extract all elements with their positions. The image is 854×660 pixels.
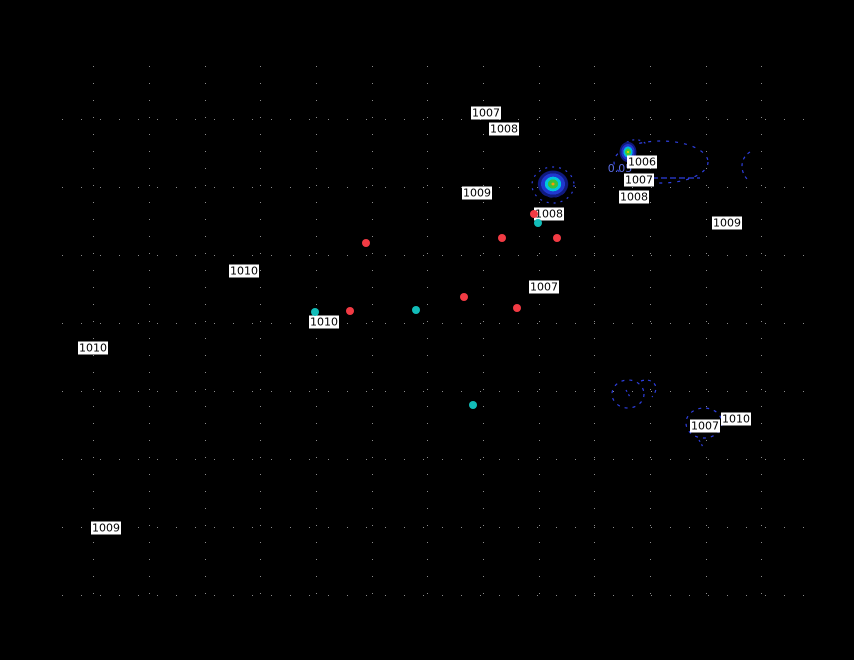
scatter-point-cyan-markers <box>469 401 477 409</box>
isobar-label-1010: 1010 <box>229 264 259 278</box>
grid-line-vertical <box>761 66 762 596</box>
contour-fragment <box>531 166 575 204</box>
scatter-point-red-markers <box>513 304 521 312</box>
grid-line-vertical <box>706 66 707 596</box>
grid-line-horizontal <box>62 459 816 460</box>
contour-fragment <box>640 379 657 398</box>
isobar-label-1008: 1008 <box>489 122 519 136</box>
grid-line-horizontal <box>62 187 816 188</box>
isobar-label-1007: 1007 <box>624 173 654 187</box>
scatter-point-red-markers <box>346 307 354 315</box>
grid-line-horizontal <box>62 391 816 392</box>
blue-contour-value-label: 0.05 <box>607 162 633 175</box>
grid-line-horizontal <box>62 527 816 528</box>
contour-fragment <box>741 151 751 182</box>
grid-line-horizontal <box>62 255 816 256</box>
grid-line-vertical <box>316 66 317 596</box>
grid-line-vertical <box>93 66 94 596</box>
isobar-label-1007: 1007 <box>690 419 720 433</box>
grid-line-vertical <box>205 66 206 596</box>
isobar-label-1010: 1010 <box>309 315 339 329</box>
isobar-label-1009: 1009 <box>462 186 492 200</box>
scatter-point-red-markers <box>498 234 506 242</box>
isobar-label-1007: 1007 <box>529 280 559 294</box>
isobar-label-1009: 1009 <box>712 216 742 230</box>
grid-line-vertical <box>427 66 428 596</box>
grid-line-vertical <box>260 66 261 596</box>
scatter-point-red-markers <box>460 293 468 301</box>
scatter-point-red-markers <box>362 239 370 247</box>
isobar-label-1010: 1010 <box>78 341 108 355</box>
scatter-point-red-markers <box>530 210 538 218</box>
grid-line-vertical <box>483 66 484 596</box>
scatter-point-red-markers <box>553 234 561 242</box>
contour-fragment <box>621 139 647 147</box>
grid-line-vertical <box>539 66 540 596</box>
isobar-label-1008: 1008 <box>619 190 649 204</box>
isobar-label-1008: 1008 <box>534 207 564 221</box>
scatter-point-cyan-markers <box>311 308 319 316</box>
grid-line-horizontal <box>62 595 816 596</box>
scatter-point-cyan-markers <box>412 306 420 314</box>
contour-fragment <box>625 389 631 398</box>
contour-fragment <box>698 439 704 448</box>
grid-line-vertical <box>372 66 373 596</box>
isobar-label-1010: 1010 <box>721 412 751 426</box>
isobar-label-1009: 1009 <box>91 521 121 535</box>
grid-line-vertical <box>650 66 651 596</box>
grid-line-horizontal <box>62 323 816 324</box>
contour-fragment <box>611 379 645 409</box>
hotspot-large <box>535 168 571 200</box>
grid-line-vertical <box>149 66 150 596</box>
contour-fragment <box>613 140 709 184</box>
grid-line-horizontal <box>62 119 816 120</box>
grid-line-vertical <box>594 66 595 596</box>
isobar-label-1006: 1006 <box>627 155 657 169</box>
scatter-point-cyan-markers <box>534 219 542 227</box>
isobar-label-1007: 1007 <box>471 106 501 120</box>
